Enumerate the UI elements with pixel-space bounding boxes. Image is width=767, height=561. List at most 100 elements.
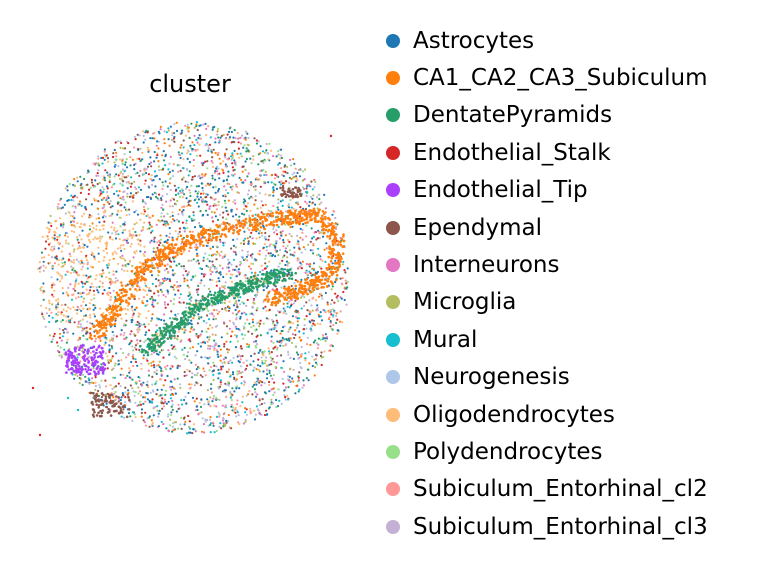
- scatter-point: [164, 153, 167, 156]
- scatter-point: [196, 201, 199, 204]
- scatter-point: [114, 158, 117, 161]
- scatter-point: [179, 189, 182, 193]
- scatter-point: [76, 374, 79, 378]
- scatter-point: [40, 286, 43, 289]
- scatter-point: [199, 405, 203, 408]
- scatter-point: [141, 200, 144, 203]
- scatter-point: [244, 168, 247, 171]
- scatter-point: [247, 345, 250, 348]
- scatter-point: [182, 176, 185, 179]
- scatter-point: [127, 174, 130, 177]
- scatter-point: [264, 203, 267, 206]
- scatter-point: [288, 240, 291, 243]
- scatter-point: [123, 153, 126, 156]
- scatter-point: [193, 384, 196, 387]
- scatter-point: [228, 137, 231, 140]
- scatter-point: [66, 292, 69, 295]
- scatter-point: [304, 221, 307, 225]
- scatter-point: [173, 378, 176, 381]
- scatter-point: [235, 385, 238, 388]
- scatter-point: [342, 233, 345, 236]
- scatter-point: [160, 206, 163, 209]
- scatter-point: [150, 174, 153, 177]
- scatter-point: [101, 269, 104, 272]
- scatter-point: [222, 179, 225, 182]
- scatter-point: [48, 302, 51, 305]
- scatter-point: [206, 389, 209, 392]
- scatter-point: [174, 421, 178, 424]
- scatter-point: [90, 181, 94, 184]
- scatter-point: [283, 182, 286, 185]
- scatter-point: [42, 269, 46, 272]
- scatter-point: [278, 295, 281, 298]
- scatter-point: [239, 358, 242, 361]
- scatter-point: [91, 230, 94, 233]
- scatter-point: [102, 272, 105, 275]
- scatter-point: [242, 222, 246, 226]
- scatter-point: [115, 155, 118, 158]
- scatter-point: [51, 249, 54, 252]
- scatter-point: [146, 258, 150, 261]
- scatter-point: [109, 237, 112, 240]
- scatter-point: [275, 155, 278, 158]
- scatter-point: [90, 203, 93, 206]
- scatter-point: [335, 225, 338, 228]
- scatter-point: [265, 309, 268, 312]
- scatter-point: [218, 238, 222, 241]
- scatter-point: [203, 284, 206, 287]
- scatter-point: [235, 253, 238, 256]
- scatter-point: [150, 165, 153, 168]
- scatter-point: [62, 292, 65, 295]
- scatter-point: [177, 186, 180, 189]
- scatter-point: [80, 250, 83, 253]
- scatter-point: [183, 280, 186, 283]
- scatter-point: [234, 379, 237, 382]
- scatter-point: [195, 334, 198, 337]
- scatter-point: [265, 377, 269, 380]
- scatter-point: [275, 187, 279, 190]
- scatter-point: [298, 247, 301, 250]
- scatter-point: [181, 212, 184, 215]
- scatter-point: [65, 320, 68, 323]
- scatter-point: [204, 374, 207, 377]
- scatter-point: [253, 277, 256, 280]
- scatter-point: [213, 253, 216, 256]
- scatter-point: [182, 167, 185, 170]
- scatter-point: [140, 229, 143, 232]
- scatter-point: [306, 273, 309, 276]
- scatter-point: [111, 238, 114, 241]
- scatter-point: [203, 370, 206, 373]
- scatter-point: [313, 273, 316, 277]
- scatter-point: [205, 184, 208, 187]
- scatter-point: [199, 267, 202, 270]
- scatter-point: [272, 243, 275, 246]
- scatter-point: [163, 215, 166, 218]
- scatter-point: [319, 311, 322, 314]
- scatter-point: [316, 304, 319, 307]
- scatter-point: [160, 212, 163, 215]
- scatter-point: [196, 141, 199, 144]
- scatter-point: [342, 260, 345, 263]
- scatter-point: [302, 246, 305, 249]
- scatter-point: [147, 173, 150, 176]
- scatter-point: [290, 177, 293, 181]
- scatter-point: [280, 402, 283, 405]
- scatter-point: [180, 339, 183, 342]
- scatter-point: [312, 322, 315, 325]
- scatter-point: [171, 347, 174, 350]
- scatter-point: [284, 398, 287, 401]
- scatter-point: [169, 380, 172, 383]
- scatter-point: [235, 269, 238, 272]
- scatter-point: [304, 359, 307, 362]
- scatter-point: [259, 322, 262, 325]
- scatter-point: [222, 255, 225, 258]
- scatter-point: [142, 141, 145, 144]
- scatter-point: [174, 193, 177, 197]
- scatter-point: [62, 265, 65, 268]
- scatter-point: [55, 299, 58, 302]
- scatter-point: [299, 217, 302, 220]
- scatter-point: [206, 160, 209, 163]
- scatter-point: [143, 323, 146, 326]
- scatter-point: [60, 250, 64, 253]
- scatter-point: [113, 364, 116, 367]
